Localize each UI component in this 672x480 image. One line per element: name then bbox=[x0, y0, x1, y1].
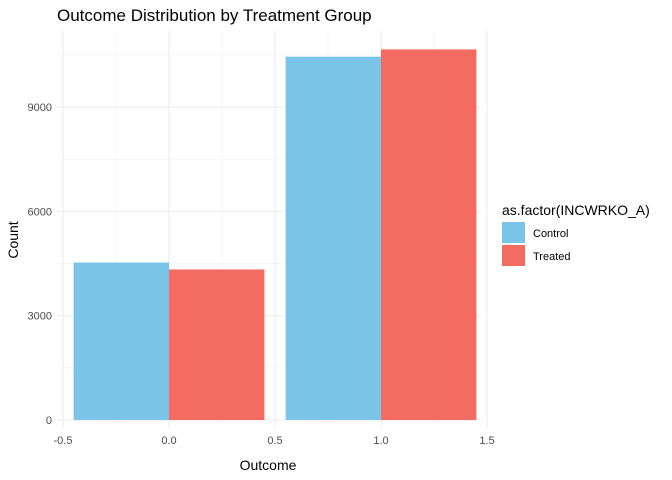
y-axis-title: Count bbox=[5, 221, 21, 258]
bars-group bbox=[73, 49, 477, 420]
bar-control-1 bbox=[285, 56, 381, 420]
bar-treated-0 bbox=[169, 269, 265, 420]
x-axis-ticks: -0.5 0.0 0.5 1.0 1.5 bbox=[54, 435, 495, 447]
x-tick-label: -0.5 bbox=[54, 435, 73, 447]
x-tick-label: 1.0 bbox=[373, 435, 388, 447]
x-axis-title: Outcome bbox=[240, 457, 297, 473]
legend-title: as.factor(INCWRKO_A) bbox=[502, 202, 650, 218]
legend-label-treated: Treated bbox=[533, 251, 571, 263]
bar-control-0 bbox=[73, 262, 169, 420]
legend-swatch-control bbox=[502, 222, 525, 243]
y-tick-label: 6000 bbox=[28, 206, 52, 218]
x-tick-label: 0.0 bbox=[161, 435, 176, 447]
y-tick-label: 3000 bbox=[28, 311, 52, 323]
x-tick-label: 0.5 bbox=[267, 435, 282, 447]
legend-swatch-treated bbox=[502, 245, 525, 266]
chart-title: Outcome Distribution by Treatment Group bbox=[57, 6, 372, 25]
x-tick-label: 1.5 bbox=[479, 435, 494, 447]
y-tick-label: 0 bbox=[46, 415, 52, 427]
legend: as.factor(INCWRKO_A) Control Treated bbox=[502, 202, 650, 266]
bar-treated-1 bbox=[381, 49, 477, 420]
legend-label-control: Control bbox=[533, 228, 568, 240]
y-tick-label: 9000 bbox=[28, 102, 52, 114]
y-axis-ticks: 0 3000 6000 9000 bbox=[28, 102, 52, 427]
